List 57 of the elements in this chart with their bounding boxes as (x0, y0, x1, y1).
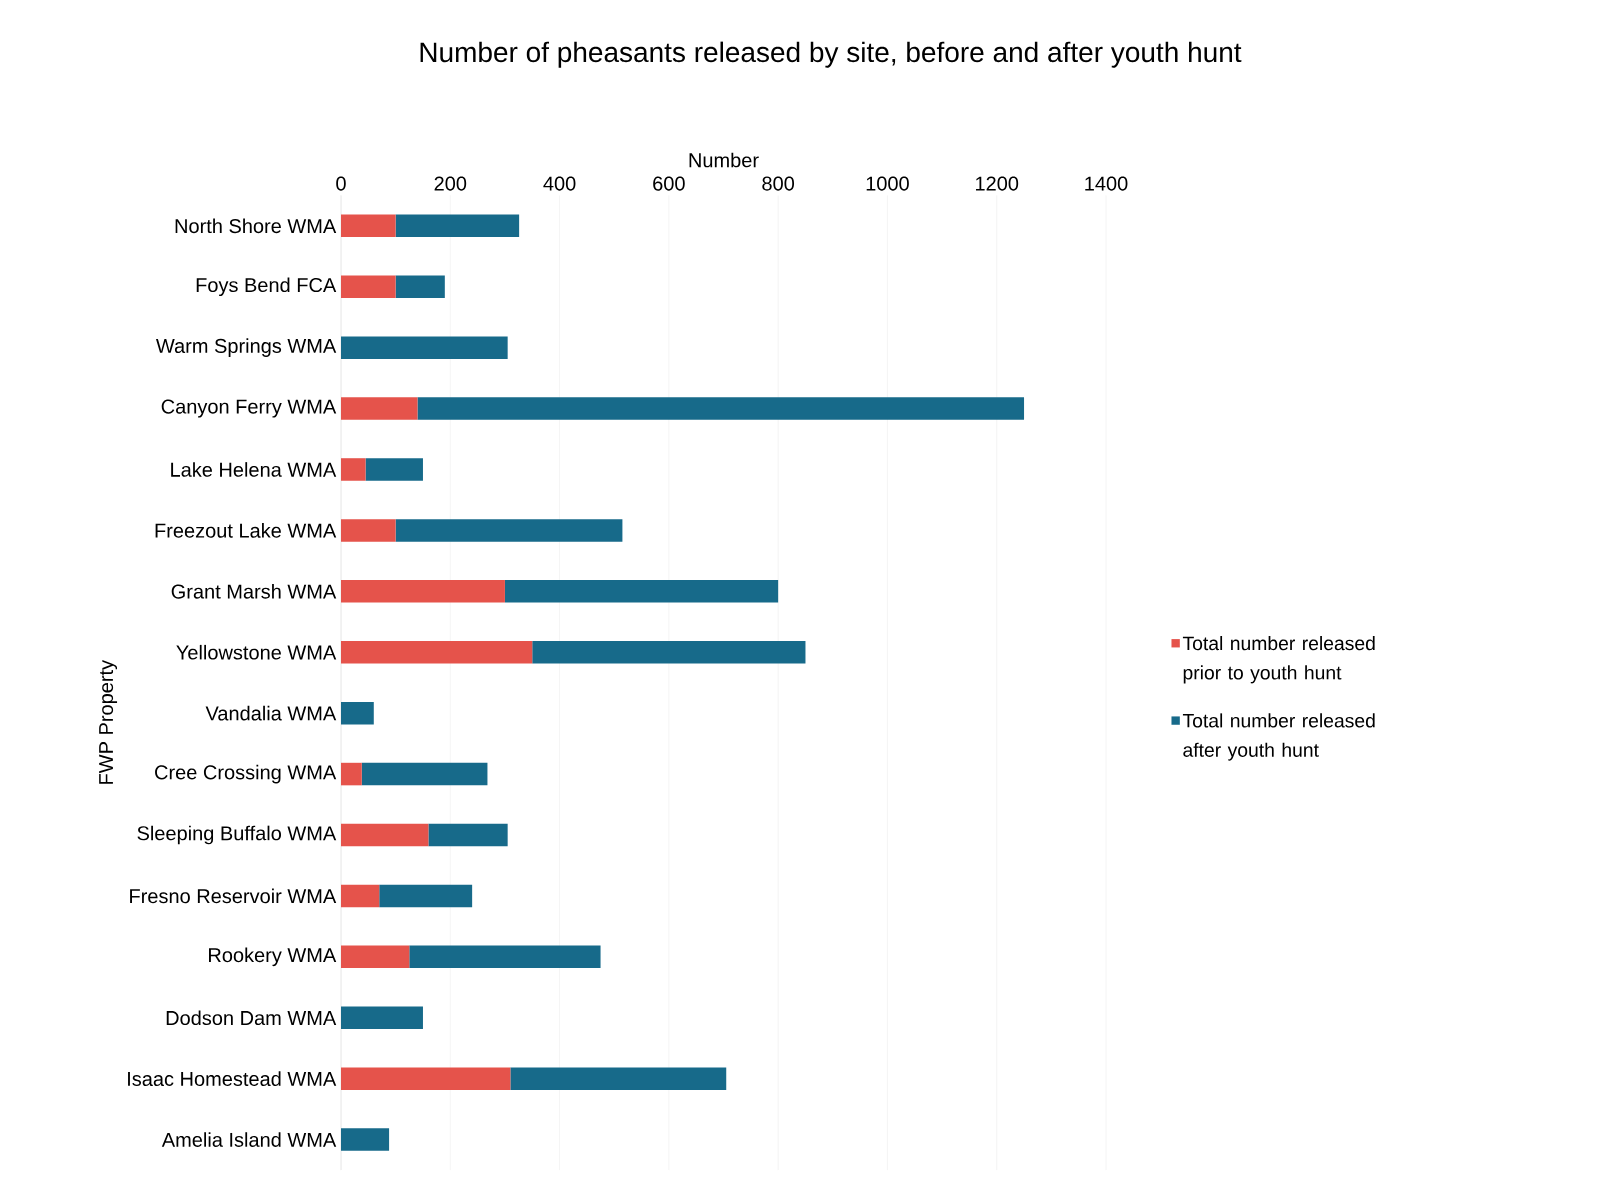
bar (341, 275, 396, 298)
bar (341, 1128, 390, 1151)
bar (532, 640, 806, 664)
bar (409, 945, 601, 969)
y-tick-label: Fresno Reservoir WMA (130, 888, 337, 904)
bar (510, 1067, 727, 1090)
bar (341, 580, 505, 603)
bar (341, 701, 374, 725)
y-tick-label: Dodson Dam WMA (166, 1010, 337, 1026)
bar (341, 1067, 511, 1090)
bar (365, 458, 423, 481)
bar (395, 214, 520, 238)
y-axis-title: FWP Property (99, 659, 118, 784)
bar (379, 884, 473, 908)
y-tick-label: Amelia Island WMA (161, 1132, 337, 1147)
bar (504, 580, 779, 603)
bar (341, 640, 533, 664)
chart-title: Number of pheasants released by site, before and after youth hunt (420, 41, 1242, 68)
bar (341, 214, 396, 238)
y-tick-label: Grant Marsh WMA (171, 583, 337, 599)
bar (341, 884, 380, 908)
x-tick-label: 400 (543, 176, 576, 191)
x-axis-title: Number (689, 152, 759, 168)
y-tick-label: North Shore WMA (175, 218, 337, 234)
bar (341, 397, 418, 420)
bar (341, 1006, 423, 1029)
y-tick-label: Isaac Homestead WMA (128, 1071, 337, 1086)
x-tick-label: 0 (336, 176, 346, 191)
bar (428, 823, 508, 847)
x-tick-label: 1000 (866, 176, 909, 191)
bar (417, 397, 1025, 420)
bar (341, 762, 362, 786)
bar (395, 275, 445, 298)
x-tick-label: 800 (762, 176, 795, 191)
y-tick-label: Rookery WMA (209, 947, 337, 967)
bar (341, 458, 366, 481)
y-tick-label: Vandalia WMA (205, 705, 337, 721)
legend-label: Total number released prior to youth hunt (1182, 636, 1375, 684)
y-tick-label: Cree Crossing WMA (155, 764, 337, 784)
bar (341, 519, 396, 542)
bar (341, 336, 508, 359)
bar (341, 823, 429, 847)
y-tick-label: Foys Bend FCA (196, 277, 337, 297)
x-tick-label: 600 (653, 176, 685, 191)
y-tick-label: Sleeping Buffalo WMA (137, 825, 337, 845)
bar (361, 762, 488, 786)
x-tick-label: 200 (434, 176, 467, 191)
x-tick-label: 1400 (1085, 176, 1128, 191)
y-tick-label: Yellowstone WMA (176, 644, 337, 660)
y-tick-label: Canyon Ferry WMA (161, 399, 337, 418)
x-tick-label: 1200 (976, 176, 1019, 191)
bar (341, 945, 410, 969)
y-tick-label: Warm Springs WMA (155, 338, 337, 357)
y-tick-label: Freezout Lake WMA (155, 523, 337, 538)
legend-label: Total number released after youth hunt (1182, 713, 1375, 761)
bar (395, 519, 623, 542)
y-tick-label: Lake Helena WMA (171, 462, 337, 477)
